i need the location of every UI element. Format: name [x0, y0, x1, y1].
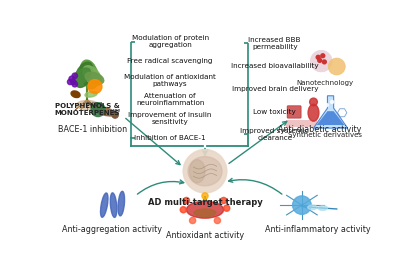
- Circle shape: [220, 197, 227, 203]
- Ellipse shape: [186, 201, 224, 218]
- Text: APP: APP: [112, 109, 121, 115]
- Ellipse shape: [80, 60, 98, 89]
- Circle shape: [325, 103, 328, 107]
- Text: Increased bioavailability: Increased bioavailability: [231, 63, 318, 69]
- Circle shape: [292, 196, 311, 214]
- Polygon shape: [314, 96, 348, 128]
- Text: Inhibition of BACE-1: Inhibition of BACE-1: [134, 135, 206, 141]
- Text: Improved systemic
clearance: Improved systemic clearance: [240, 128, 309, 141]
- Text: Antioxidant activity: Antioxidant activity: [166, 231, 244, 240]
- Circle shape: [112, 112, 118, 118]
- Circle shape: [214, 217, 220, 224]
- Ellipse shape: [83, 66, 101, 86]
- Text: Anti-inflammatory activity: Anti-inflammatory activity: [264, 225, 370, 234]
- Circle shape: [183, 150, 227, 193]
- Ellipse shape: [85, 72, 104, 84]
- Circle shape: [310, 98, 317, 106]
- Text: Anti-diabetic activity: Anti-diabetic activity: [278, 125, 361, 134]
- Ellipse shape: [100, 193, 108, 217]
- Circle shape: [72, 82, 78, 87]
- Text: Improvement of insulin
sensitivity: Improvement of insulin sensitivity: [128, 112, 212, 125]
- Circle shape: [180, 207, 186, 213]
- Text: BACE-1: BACE-1: [85, 101, 103, 107]
- Ellipse shape: [190, 160, 205, 183]
- Circle shape: [321, 54, 325, 58]
- Circle shape: [316, 55, 320, 59]
- Circle shape: [190, 217, 196, 224]
- Ellipse shape: [110, 193, 117, 217]
- Text: Synthetic derivatives: Synthetic derivatives: [288, 132, 362, 138]
- Ellipse shape: [318, 206, 328, 210]
- Circle shape: [70, 79, 76, 85]
- Text: POLYPHENOLS &
MONOTERPENES: POLYPHENOLS & MONOTERPENES: [54, 103, 120, 116]
- Text: Modulation of protein
aggregation: Modulation of protein aggregation: [132, 35, 209, 48]
- Ellipse shape: [118, 191, 124, 216]
- Text: BACE-1 inhibition: BACE-1 inhibition: [58, 125, 127, 134]
- Ellipse shape: [308, 104, 319, 121]
- Circle shape: [330, 100, 334, 103]
- Text: Attenuation of
neuroinflammation: Attenuation of neuroinflammation: [136, 93, 204, 106]
- Circle shape: [68, 79, 73, 85]
- Ellipse shape: [93, 106, 116, 116]
- Circle shape: [318, 58, 322, 62]
- Circle shape: [310, 50, 332, 72]
- Circle shape: [91, 103, 105, 117]
- Circle shape: [328, 58, 345, 75]
- Ellipse shape: [85, 91, 97, 97]
- Ellipse shape: [194, 209, 216, 217]
- Ellipse shape: [76, 100, 98, 110]
- Ellipse shape: [72, 68, 90, 85]
- Text: AD multi-target therapy: AD multi-target therapy: [148, 198, 262, 207]
- Text: Increased BBB
permeability: Increased BBB permeability: [248, 37, 301, 50]
- FancyBboxPatch shape: [287, 106, 301, 118]
- Text: Anti-aggregation activity: Anti-aggregation activity: [62, 225, 162, 234]
- FancyBboxPatch shape: [286, 120, 317, 126]
- Ellipse shape: [308, 205, 317, 210]
- Ellipse shape: [71, 91, 80, 98]
- Circle shape: [69, 76, 74, 82]
- Circle shape: [322, 60, 326, 64]
- Circle shape: [224, 205, 230, 211]
- Circle shape: [88, 80, 102, 94]
- Text: Free radical scavenging: Free radical scavenging: [127, 58, 213, 64]
- Ellipse shape: [75, 62, 93, 87]
- Text: Nanotechnology: Nanotechnology: [296, 81, 354, 86]
- Circle shape: [72, 73, 78, 78]
- Polygon shape: [317, 111, 344, 125]
- Text: Improved brain delivery: Improved brain delivery: [232, 86, 318, 92]
- Circle shape: [183, 197, 190, 203]
- Ellipse shape: [188, 157, 222, 186]
- Text: Low toxicity: Low toxicity: [253, 109, 296, 115]
- Text: Modulation of antioxidant
pathways: Modulation of antioxidant pathways: [124, 74, 216, 87]
- Circle shape: [202, 193, 208, 199]
